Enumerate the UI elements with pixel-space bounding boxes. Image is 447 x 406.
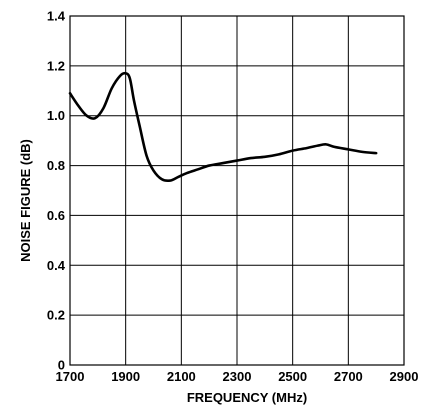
x-tick-label: 2700 — [334, 369, 363, 384]
y-tick-label: 1.0 — [47, 108, 65, 123]
plot-frame — [69, 15, 405, 366]
x-tick-label: 2300 — [223, 369, 252, 384]
x-tick-label: 1700 — [56, 369, 85, 384]
x-axis-title: FREQUENCY (MHz) — [187, 390, 307, 405]
y-tick-labels: 0 0.2 0.4 0.6 0.8 1.0 1.2 1.4 — [47, 9, 66, 373]
y-axis-title: NOISE FIGURE (dB) — [18, 139, 33, 262]
y-tick-label: 1.2 — [47, 58, 65, 73]
y-tick-label: 0.2 — [47, 308, 65, 323]
y-tick-label: 0.6 — [47, 208, 65, 223]
grid — [69, 15, 405, 366]
noise-figure-line — [68, 71, 378, 183]
x-tick-labels: 1700 1900 2100 2300 2500 2700 2900 — [56, 369, 419, 384]
x-tick-label: 2900 — [390, 369, 419, 384]
x-tick-label: 2500 — [278, 369, 307, 384]
y-tick-label: 1.4 — [47, 9, 66, 24]
y-tick-label: 0 — [58, 358, 65, 373]
x-tick-label: 2100 — [167, 369, 196, 384]
y-tick-label: 0.8 — [47, 158, 65, 173]
y-tick-label: 0.4 — [47, 258, 66, 273]
x-tick-label: 1900 — [111, 369, 140, 384]
